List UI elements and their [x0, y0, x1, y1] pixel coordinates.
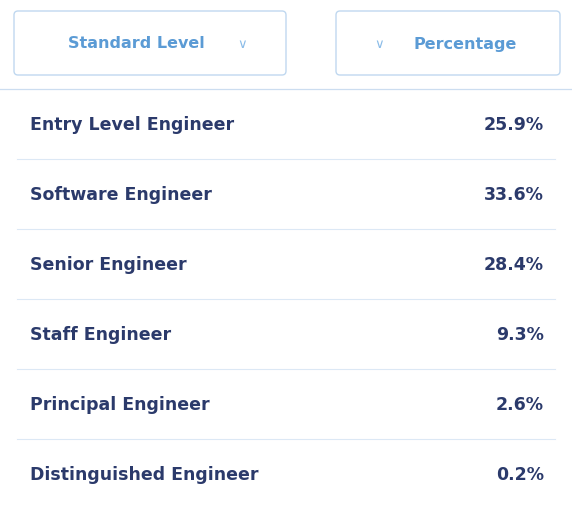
- Text: 33.6%: 33.6%: [484, 186, 544, 204]
- Text: ∨: ∨: [374, 38, 384, 50]
- Text: 0.2%: 0.2%: [496, 465, 544, 483]
- Text: 9.3%: 9.3%: [496, 325, 544, 344]
- Text: Standard Level: Standard Level: [69, 37, 205, 51]
- Text: Senior Engineer: Senior Engineer: [30, 256, 186, 273]
- Text: 28.4%: 28.4%: [484, 256, 544, 273]
- Text: ∨: ∨: [237, 38, 247, 50]
- Text: Percentage: Percentage: [414, 37, 517, 51]
- Text: Entry Level Engineer: Entry Level Engineer: [30, 116, 234, 134]
- Text: Software Engineer: Software Engineer: [30, 186, 212, 204]
- FancyBboxPatch shape: [336, 12, 560, 76]
- Text: Principal Engineer: Principal Engineer: [30, 395, 209, 413]
- Text: 25.9%: 25.9%: [484, 116, 544, 134]
- FancyBboxPatch shape: [14, 12, 286, 76]
- Text: Staff Engineer: Staff Engineer: [30, 325, 171, 344]
- Text: Distinguished Engineer: Distinguished Engineer: [30, 465, 259, 483]
- Text: 2.6%: 2.6%: [496, 395, 544, 413]
